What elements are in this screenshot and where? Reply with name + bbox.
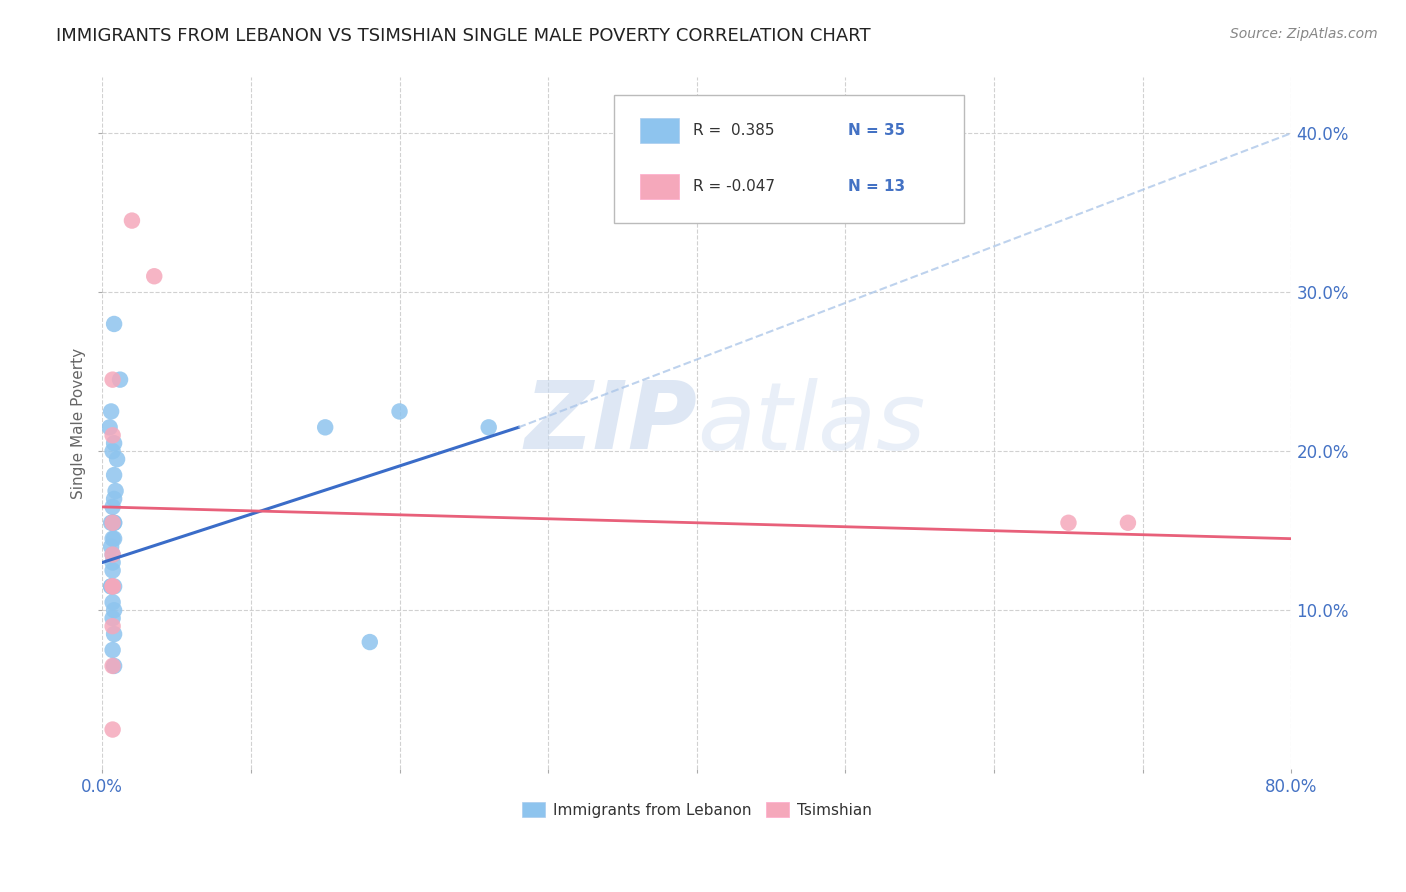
Text: R = -0.047: R = -0.047 — [693, 179, 775, 194]
Point — [103, 579, 125, 593]
Point — [1116, 516, 1139, 530]
Y-axis label: Single Male Poverty: Single Male Poverty — [72, 348, 86, 499]
Point — [103, 491, 125, 506]
Point — [103, 516, 125, 530]
Point — [103, 532, 125, 546]
Point — [105, 452, 128, 467]
Point — [101, 619, 124, 633]
Point — [98, 420, 121, 434]
Point — [103, 436, 125, 450]
Point — [101, 564, 124, 578]
Point — [108, 373, 131, 387]
Point — [101, 659, 124, 673]
Point — [101, 548, 124, 562]
Point — [101, 556, 124, 570]
Point — [1057, 516, 1080, 530]
Point — [359, 635, 381, 649]
Text: ZIP: ZIP — [524, 377, 697, 469]
Point — [101, 373, 124, 387]
Point — [101, 444, 124, 458]
Point — [388, 404, 411, 418]
Legend: Immigrants from Lebanon, Tsimshian: Immigrants from Lebanon, Tsimshian — [516, 796, 877, 824]
Point — [103, 627, 125, 641]
Point — [103, 468, 125, 483]
Point — [101, 532, 124, 546]
Point — [100, 540, 122, 554]
Point — [101, 643, 124, 657]
Point — [100, 579, 122, 593]
Point — [100, 516, 122, 530]
Point — [103, 317, 125, 331]
FancyBboxPatch shape — [613, 95, 965, 223]
Point — [121, 213, 143, 227]
Text: N = 35: N = 35 — [848, 123, 905, 138]
Point — [101, 548, 124, 562]
Point — [478, 420, 501, 434]
Point — [101, 595, 124, 609]
Point — [314, 420, 336, 434]
Text: R =  0.385: R = 0.385 — [693, 123, 775, 138]
Point — [104, 483, 127, 498]
Text: Source: ZipAtlas.com: Source: ZipAtlas.com — [1230, 27, 1378, 41]
Text: N = 13: N = 13 — [848, 179, 905, 194]
Point — [100, 579, 122, 593]
Point — [101, 500, 124, 514]
Point — [101, 428, 124, 442]
Point — [101, 516, 124, 530]
Point — [103, 659, 125, 673]
Text: IMMIGRANTS FROM LEBANON VS TSIMSHIAN SINGLE MALE POVERTY CORRELATION CHART: IMMIGRANTS FROM LEBANON VS TSIMSHIAN SIN… — [56, 27, 870, 45]
Point — [101, 723, 124, 737]
FancyBboxPatch shape — [640, 119, 679, 144]
Point — [100, 404, 122, 418]
Point — [101, 516, 124, 530]
Point — [101, 579, 124, 593]
Point — [101, 579, 124, 593]
Point — [101, 516, 124, 530]
Point — [103, 603, 125, 617]
Point — [143, 269, 166, 284]
Text: atlas: atlas — [697, 378, 925, 469]
Point — [103, 516, 125, 530]
Point — [101, 611, 124, 625]
FancyBboxPatch shape — [640, 174, 679, 199]
